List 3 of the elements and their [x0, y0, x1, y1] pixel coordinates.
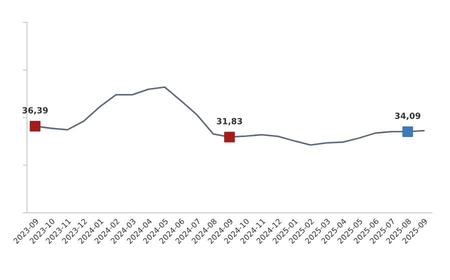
- data-label: 31,83: [216, 118, 242, 126]
- data-label: 36,39: [22, 107, 48, 115]
- data-label: 34,09: [395, 112, 420, 120]
